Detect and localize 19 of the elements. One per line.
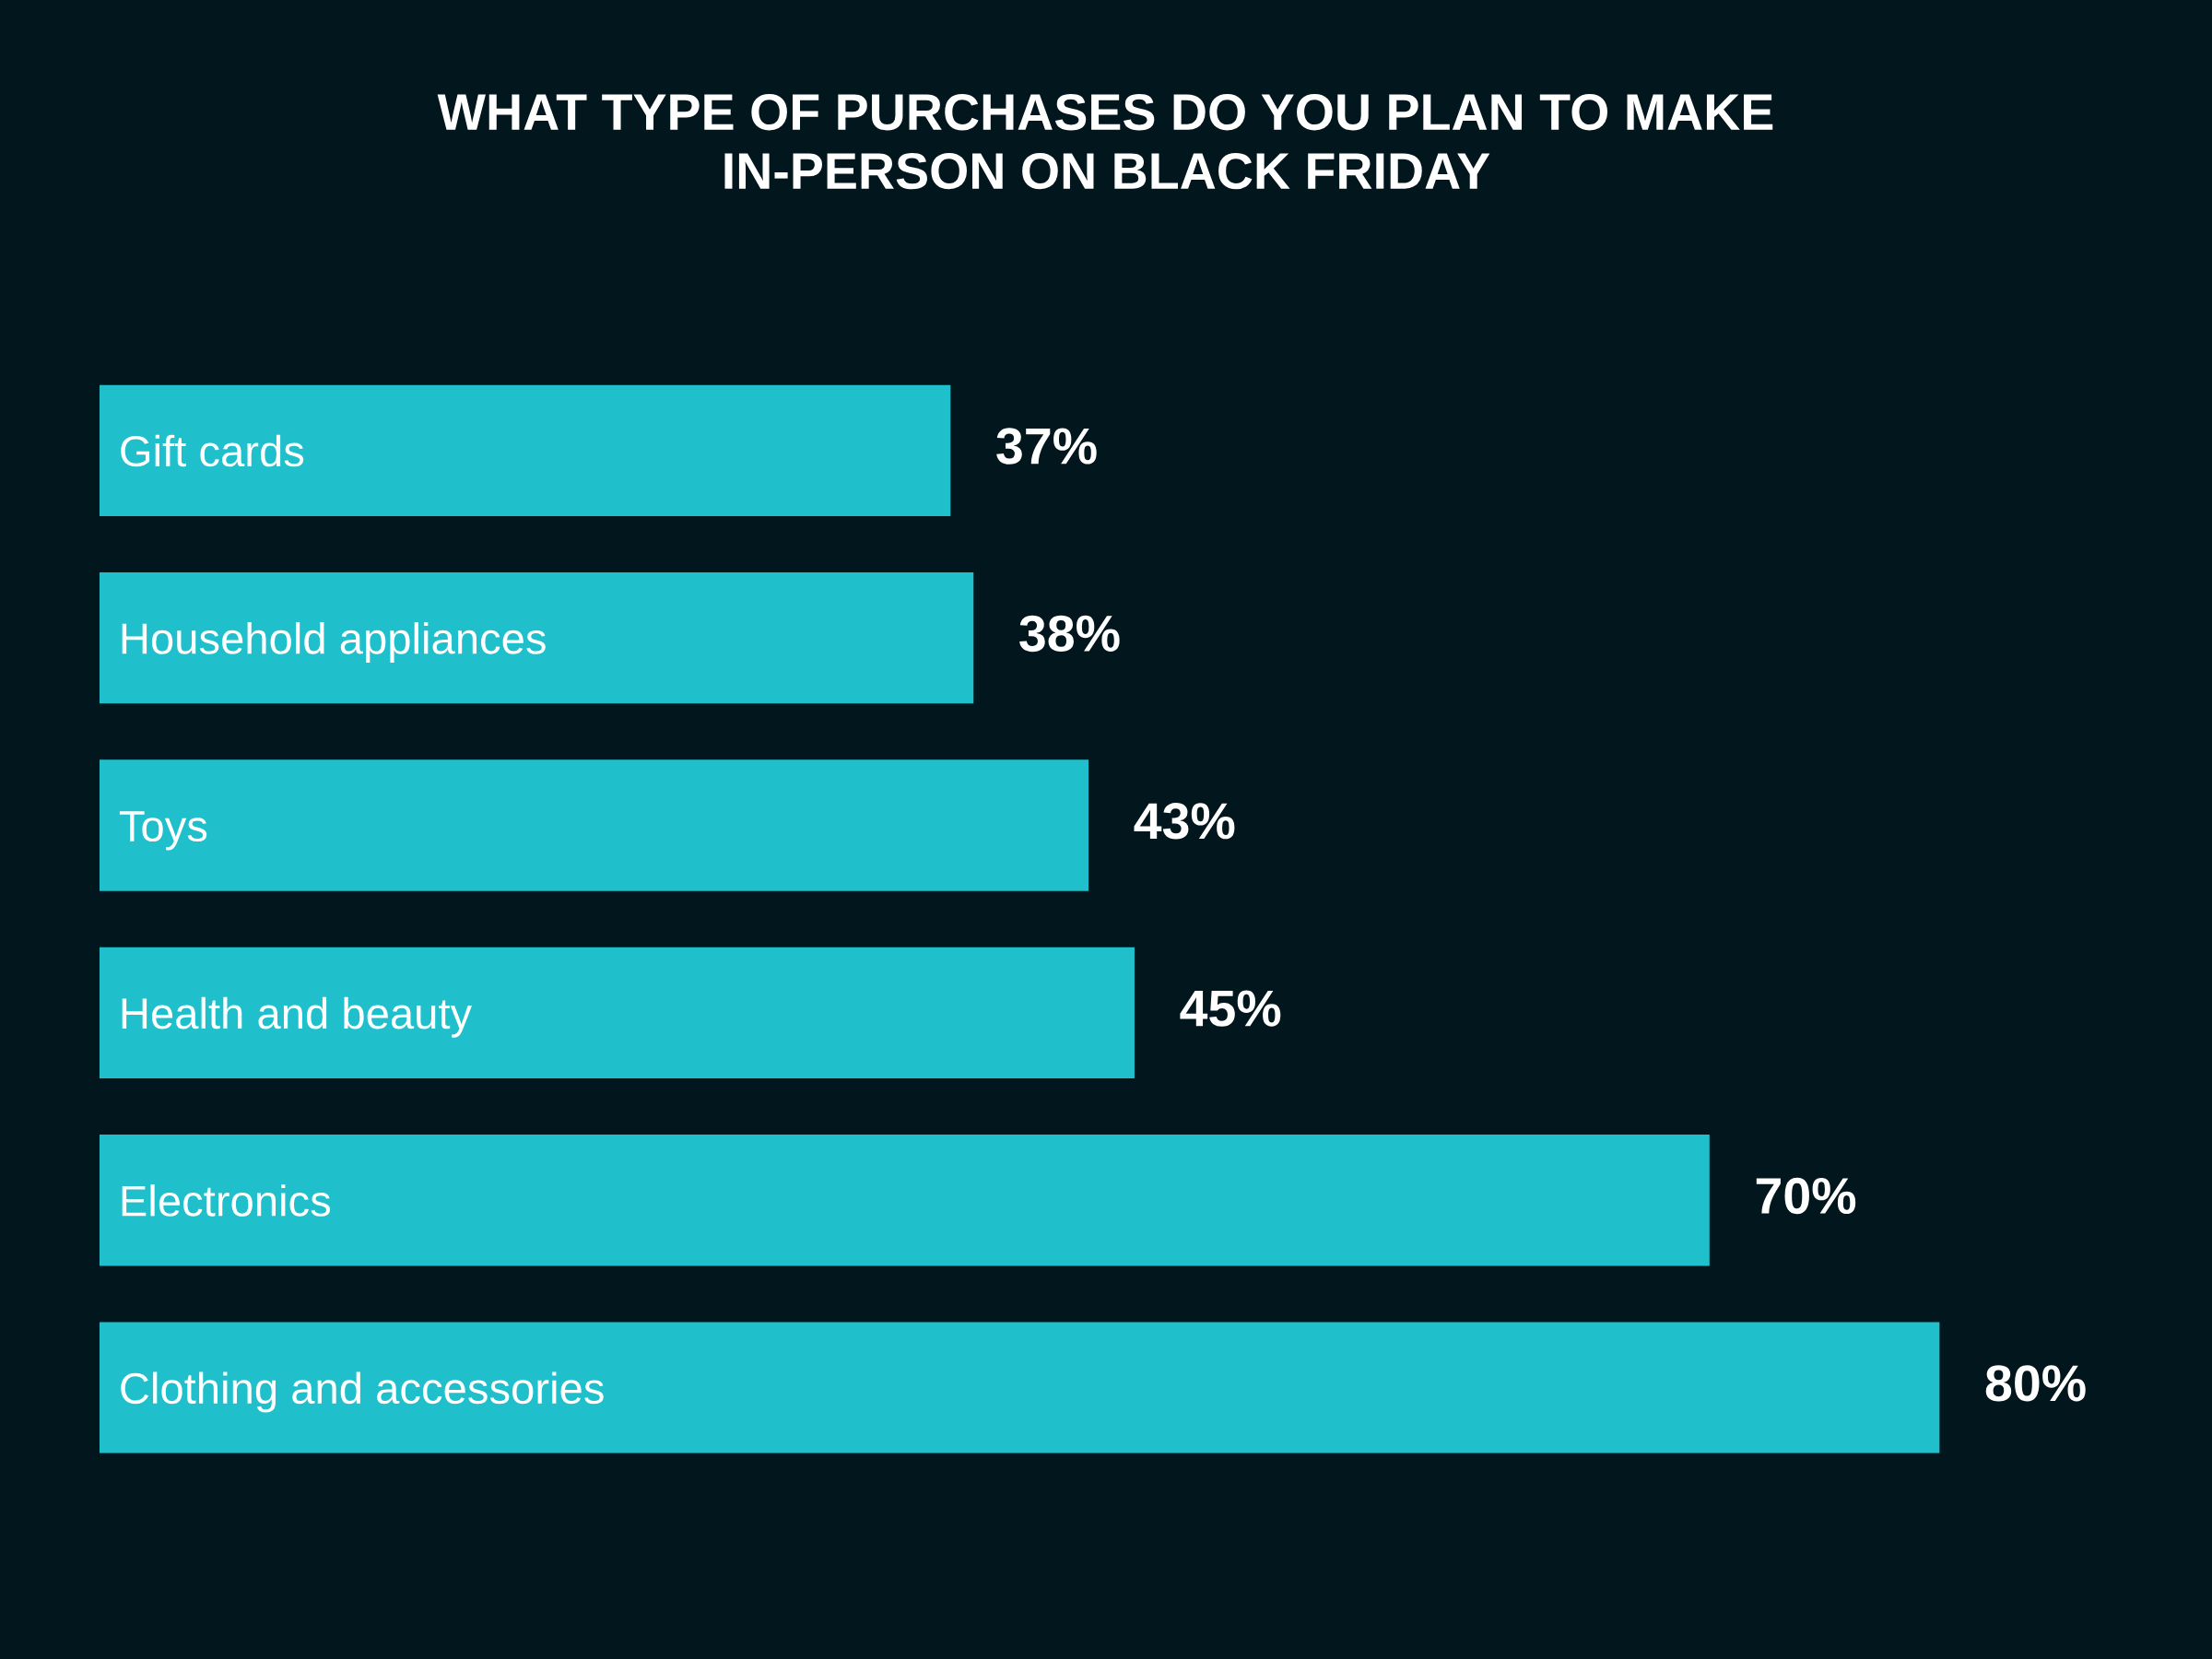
bar <box>100 1135 1710 1266</box>
y-tick-label: Clothing and accessories <box>121 1371 604 1413</box>
y-tick-label: Toys <box>119 811 207 851</box>
data-label: 80% <box>1985 1365 2086 1402</box>
bar <box>100 947 1135 1079</box>
data-label: 38% <box>1019 615 1120 653</box>
data-label: 43% <box>1134 803 1235 840</box>
data-label: 45% <box>1180 990 1281 1027</box>
bar <box>100 571 974 704</box>
data-label: 70% <box>1756 1177 1856 1215</box>
data-label: 37% <box>996 428 1097 465</box>
bar <box>100 1322 1940 1453</box>
y-tick-label: Health and beauty <box>122 996 473 1038</box>
bar <box>100 384 951 516</box>
y-tick-label: Electronics <box>122 1184 331 1217</box>
bar <box>100 759 1089 891</box>
y-tick-label: Household appliances <box>122 622 546 664</box>
chart-title: WHAT TYPE OF PURCHASES DO YOU PLAN TO MAKE IN-PERSON ON BLACK FRIDAY <box>437 94 1773 190</box>
y-tick-label: Gift cards <box>121 434 304 467</box>
